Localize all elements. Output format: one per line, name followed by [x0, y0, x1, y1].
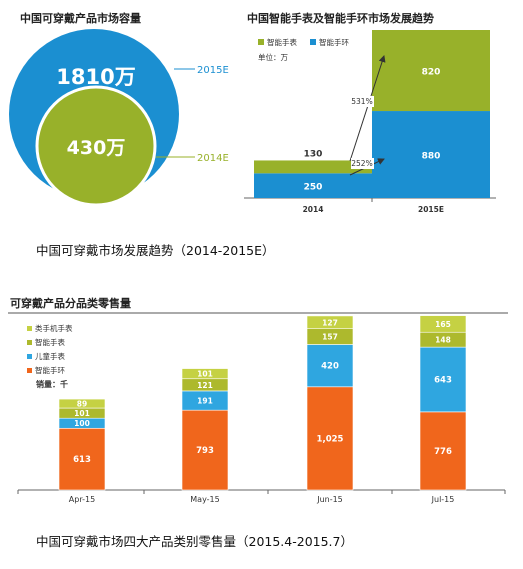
trend-bar-label-2015E-0: 880	[422, 152, 441, 162]
retail-bar-label-May-15-2: 121	[197, 381, 213, 390]
legend-swatch-band	[310, 39, 316, 45]
growth-label-band: 252%	[351, 159, 372, 168]
retail-title: 可穿戴产品分品类零售量	[10, 296, 131, 310]
retail-legend-label-2: 儿童手表	[35, 351, 65, 361]
retail-legend-swatch-0	[27, 326, 32, 331]
retail-x-ticks: Apr-15 May-15 Jun-15 Jul-15	[17, 490, 506, 504]
legend-label-watch: 智能手表	[267, 37, 297, 47]
retail-legend-label-3: 智能手环	[35, 365, 65, 375]
retail-bar-label-Jun-15-1: 420	[321, 362, 339, 372]
smart-device-trend-chart: 中国智能手表及智能手环市场发展趋势 智能手表 智能手环 单位：万 2501302…	[244, 11, 496, 214]
retail-bar-May-15-3	[181, 368, 229, 380]
trend-bars: 250 130 2014 880 820 2015E	[254, 30, 490, 214]
trend-unit-label: 单位：万	[258, 52, 288, 62]
caption-retail-volume: 中国可穿戴市场四大产品类别零售量（2015.4-2015.7）	[36, 534, 353, 549]
market-capacity-title: 中国可穿戴产品市场容量	[20, 11, 141, 25]
retail-bar-label-Apr-15-3: 89	[77, 400, 87, 409]
retail-bar-label-May-15-0: 793	[196, 446, 214, 456]
retail-bar-label-Jul-15-3: 165	[435, 320, 451, 329]
trend-bar-label-2015E-1: 820	[422, 68, 441, 78]
retail-bar-label-Apr-15-2: 101	[74, 409, 90, 418]
retail-bar-label-Jul-15-0: 776	[434, 447, 452, 457]
legend-label-band: 智能手环	[319, 37, 349, 47]
retail-bar-label-Jun-15-0: 1,025	[317, 434, 344, 444]
trend-bar-label-2014-1: 130	[304, 149, 323, 159]
trend-bar-2014-1	[254, 160, 372, 174]
retail-bar-Jun-15-3	[306, 315, 354, 330]
retail-category-Jun-15: Jun-15	[316, 495, 343, 504]
growth-label-band-bg	[351, 158, 374, 169]
trend-category-2014: 2014	[303, 205, 324, 214]
retail-bar-label-Jun-15-2: 157	[322, 333, 338, 342]
growth-label-watch-bg	[351, 96, 374, 107]
retail-bar-label-Jul-15-2: 148	[435, 336, 451, 345]
retail-legend-swatch-1	[27, 340, 32, 345]
caption-market-trend: 中国可穿戴市场发展趋势（2014-2015E）	[36, 243, 275, 258]
retail-bar-label-Apr-15-0: 613	[73, 455, 91, 465]
bubble-2014-value: 430万	[67, 137, 126, 159]
retail-unit-label: 销量：千	[36, 379, 68, 389]
retail-bar-label-May-15-3: 101	[197, 370, 213, 379]
legend-swatch-watch	[258, 39, 264, 45]
growth-arrow-watch	[349, 55, 386, 162]
bubble-2014	[35, 85, 157, 207]
retail-category-May-15: May-15	[190, 495, 219, 504]
market-capacity-chart: 中国可穿戴产品市场容量 1810万 430万 2015E 2014E	[9, 11, 229, 207]
retail-legend-label-0: 类手机手表	[35, 323, 73, 333]
trend-bar-2015E-1	[372, 30, 490, 112]
retail-bar-label-May-15-1: 191	[197, 397, 213, 406]
retail-legend-label-1: 智能手表	[35, 337, 65, 347]
bubble-2014-year: 2014E	[197, 153, 229, 164]
retail-bar-Jun-15-0	[306, 386, 354, 491]
retail-legend-swatch-3	[27, 368, 32, 373]
retail-bar-Jul-15-3	[419, 315, 467, 333]
retail-bar-label-Jun-15-3: 127	[322, 318, 338, 327]
bubble-2015e-year: 2015E	[197, 65, 229, 76]
trend-bar-2015E-0	[372, 111, 490, 198]
trend-category-2015E: 2015E	[418, 205, 444, 214]
retail-bars: 613100101897931911211011,025420157127776…	[58, 315, 467, 491]
growth-label-watch: 531%	[351, 97, 372, 106]
retail-bar-Jun-15-1	[306, 344, 354, 388]
bubble-2015e-value: 1810万	[56, 65, 135, 89]
retail-bar-Jul-15-0	[419, 411, 467, 491]
trend-bar-2014-0	[254, 173, 372, 198]
retail-bar-May-15-0	[181, 409, 229, 491]
retail-bar-Apr-15-3	[58, 398, 106, 409]
retail-legend-swatch-2	[27, 354, 32, 359]
retail-category-Jul-15: Jul-15	[431, 495, 455, 504]
trend-title: 中国智能手表及智能手环市场发展趋势	[247, 11, 434, 25]
trend-bar-label-2014-0: 250	[304, 183, 323, 193]
retail-bar-label-Jul-15-1: 643	[434, 375, 452, 385]
retail-bar-Apr-15-0	[58, 427, 106, 491]
retail-category-Apr-15: Apr-15	[69, 495, 95, 504]
retail-bar-label-Apr-15-1: 100	[74, 419, 90, 428]
retail-bar-Jul-15-1	[419, 346, 467, 413]
